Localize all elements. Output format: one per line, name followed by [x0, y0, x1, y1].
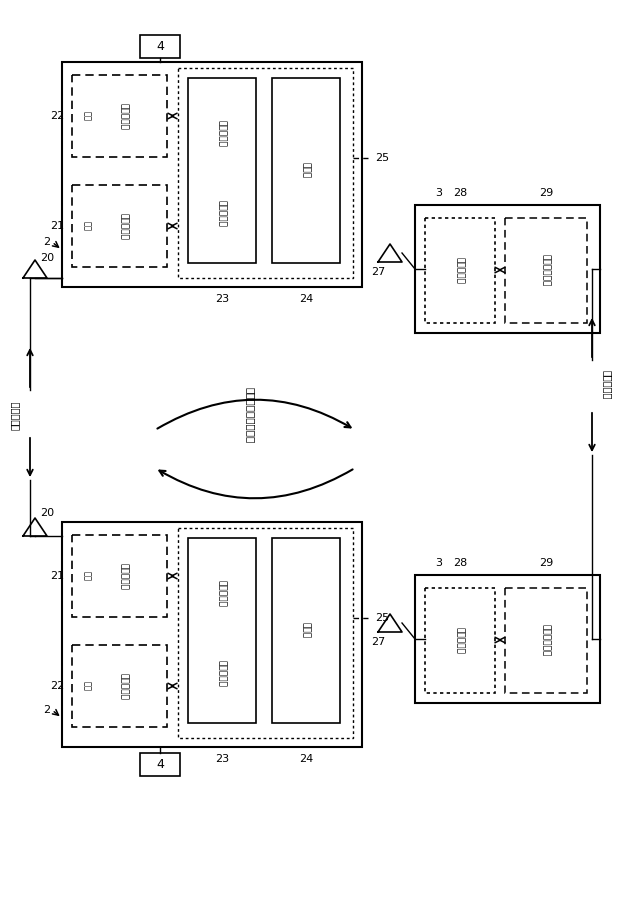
Bar [72, 75, 167, 157]
Text: 無線通信部: 無線通信部 [119, 213, 129, 239]
Text: 2: 2 [43, 237, 50, 247]
Text: 20: 20 [40, 508, 54, 518]
Text: 通信処理部: 通信処理部 [218, 660, 226, 687]
Text: 計時部: 計時部 [302, 162, 310, 178]
Bar [415, 205, 600, 333]
Text: 28: 28 [453, 558, 467, 568]
Text: 3: 3 [435, 558, 442, 568]
Bar [188, 78, 256, 263]
Bar [140, 753, 180, 776]
Bar [272, 78, 340, 263]
Bar [62, 62, 362, 287]
Bar [72, 185, 167, 267]
Text: 4: 4 [156, 40, 164, 53]
Bar [188, 538, 256, 723]
Text: 通信処理装置: 通信処理装置 [542, 624, 550, 656]
Text: 24: 24 [299, 754, 313, 764]
Bar [505, 218, 587, 323]
Text: 2: 2 [43, 705, 50, 715]
Text: 無線通信部: 無線通信部 [455, 627, 465, 653]
Text: 計時部: 計時部 [302, 622, 310, 638]
Text: 通信処理装置: 通信処理装置 [542, 254, 550, 286]
Text: 無線通信部: 無線通信部 [119, 563, 129, 590]
Text: 21: 21 [50, 571, 64, 581]
Text: 通信処理部: 通信処理部 [218, 199, 226, 226]
Text: 一般: 一般 [83, 221, 91, 231]
Text: 通信制御部: 通信制御部 [218, 580, 226, 606]
Bar [425, 218, 495, 323]
Bar [272, 538, 340, 723]
Bar [415, 575, 600, 703]
Bar [505, 588, 587, 693]
Bar [425, 588, 495, 693]
Text: 緊急: 緊急 [83, 111, 91, 121]
Text: 23: 23 [215, 294, 229, 304]
Text: 27: 27 [371, 637, 385, 647]
Bar [72, 645, 167, 727]
Text: 24: 24 [299, 294, 313, 304]
Text: 22: 22 [50, 681, 64, 691]
Bar [178, 68, 353, 278]
Bar [72, 535, 167, 617]
Text: 通信制御部: 通信制御部 [218, 120, 226, 147]
Text: 一般: 一般 [83, 571, 91, 581]
Text: 23: 23 [215, 754, 229, 764]
Text: 3: 3 [435, 188, 442, 198]
Text: 4: 4 [156, 757, 164, 770]
Text: 車車間通信: 車車間通信 [602, 371, 612, 400]
Text: 22: 22 [50, 111, 64, 121]
Text: 29: 29 [539, 558, 553, 568]
Bar [62, 522, 362, 747]
Text: 25: 25 [375, 613, 389, 623]
Bar [178, 528, 353, 738]
Text: 21: 21 [50, 221, 64, 231]
Text: 無線通信部: 無線通信部 [119, 672, 129, 699]
Text: 20: 20 [40, 253, 54, 263]
Text: 27: 27 [371, 267, 385, 277]
Bar [140, 35, 180, 58]
Text: （路路）路路間通信: （路路）路路間通信 [245, 387, 255, 443]
Text: 28: 28 [453, 188, 467, 198]
Text: 路路間通信: 路路間通信 [10, 400, 20, 429]
Text: 無線通信部: 無線通信部 [119, 102, 129, 130]
Text: 29: 29 [539, 188, 553, 198]
Text: 無線通信部: 無線通信部 [455, 256, 465, 284]
Text: 25: 25 [375, 153, 389, 163]
Text: 緊急: 緊急 [83, 681, 91, 691]
